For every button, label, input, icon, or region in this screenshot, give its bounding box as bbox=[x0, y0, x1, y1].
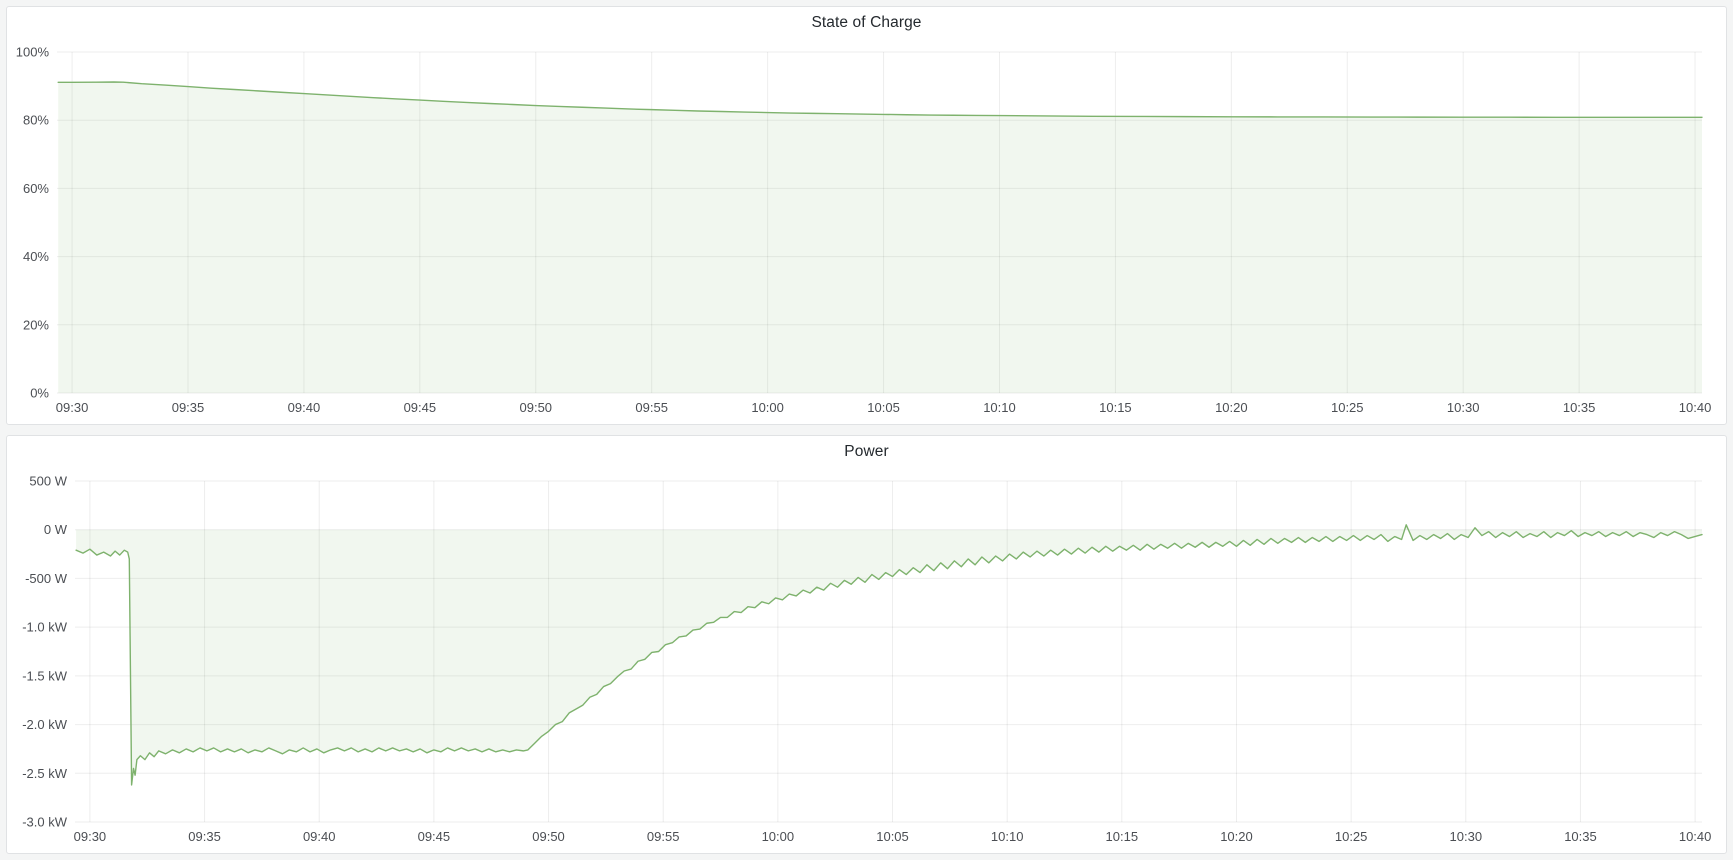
svg-text:09:30: 09:30 bbox=[56, 400, 89, 415]
svg-text:10:30: 10:30 bbox=[1447, 400, 1480, 415]
svg-text:10:20: 10:20 bbox=[1220, 829, 1253, 844]
svg-text:0%: 0% bbox=[30, 386, 49, 401]
svg-text:10:25: 10:25 bbox=[1335, 829, 1368, 844]
svg-text:40%: 40% bbox=[23, 249, 49, 264]
svg-text:09:45: 09:45 bbox=[404, 400, 437, 415]
svg-text:09:45: 09:45 bbox=[418, 829, 451, 844]
svg-text:10:10: 10:10 bbox=[983, 400, 1016, 415]
svg-text:09:55: 09:55 bbox=[647, 829, 680, 844]
svg-text:09:30: 09:30 bbox=[74, 829, 107, 844]
panel-title-state-of-charge[interactable]: State of Charge bbox=[811, 14, 922, 31]
svg-text:20%: 20% bbox=[23, 317, 49, 332]
svg-text:10:00: 10:00 bbox=[751, 400, 784, 415]
panel-power: Power -3.0 kW -2.5 kW -2.0 kW -1.5 kW -1.0 k… bbox=[6, 435, 1727, 854]
panel-title-power[interactable]: Power bbox=[844, 443, 889, 460]
svg-text:09:40: 09:40 bbox=[303, 829, 336, 844]
svg-text:-500 W: -500 W bbox=[25, 571, 68, 586]
panel-state-of-charge: State of Charge 0% 20% 40% 60% 80% 100% 09:30 0… bbox=[6, 6, 1727, 425]
svg-text:09:40: 09:40 bbox=[288, 400, 321, 415]
svg-text:10:35: 10:35 bbox=[1564, 829, 1597, 844]
svg-text:10:10: 10:10 bbox=[991, 829, 1024, 844]
svg-text:10:05: 10:05 bbox=[867, 400, 900, 415]
svg-text:-2.5 kW: -2.5 kW bbox=[22, 766, 68, 781]
svg-text:100%: 100% bbox=[16, 45, 50, 60]
svg-text:09:35: 09:35 bbox=[188, 829, 221, 844]
svg-text:-1.0 kW: -1.0 kW bbox=[22, 620, 68, 635]
svg-text:-2.0 kW: -2.0 kW bbox=[22, 717, 68, 732]
svg-text:10:15: 10:15 bbox=[1106, 829, 1139, 844]
svg-text:10:35: 10:35 bbox=[1563, 400, 1596, 415]
svg-text:500 W: 500 W bbox=[29, 474, 67, 489]
svg-text:10:05: 10:05 bbox=[876, 829, 909, 844]
svg-text:0 W: 0 W bbox=[44, 522, 68, 537]
svg-text:09:35: 09:35 bbox=[172, 400, 205, 415]
svg-text:10:25: 10:25 bbox=[1331, 400, 1364, 415]
svg-text:10:00: 10:00 bbox=[762, 829, 795, 844]
svg-text:-1.5 kW: -1.5 kW bbox=[22, 668, 68, 683]
svg-text:80%: 80% bbox=[23, 113, 49, 128]
svg-text:10:40: 10:40 bbox=[1679, 829, 1712, 844]
svg-text:10:40: 10:40 bbox=[1679, 400, 1712, 415]
svg-text:60%: 60% bbox=[23, 181, 49, 196]
power-chart-canvas[interactable]: -3.0 kW -2.5 kW -2.0 kW -1.5 kW -1.0 kW -500 … bbox=[7, 466, 1724, 851]
svg-text:10:20: 10:20 bbox=[1215, 400, 1248, 415]
svg-text:10:30: 10:30 bbox=[1450, 829, 1483, 844]
svg-text:09:50: 09:50 bbox=[520, 400, 553, 415]
svg-text:09:50: 09:50 bbox=[532, 829, 565, 844]
svg-text:10:15: 10:15 bbox=[1099, 400, 1132, 415]
svg-text:09:55: 09:55 bbox=[635, 400, 668, 415]
svg-text:-3.0 kW: -3.0 kW bbox=[22, 815, 68, 830]
state-of-charge-chart-canvas[interactable]: 0% 20% 40% 60% 80% 100% 09:30 09:35 09:40 09:45 09… bbox=[7, 37, 1724, 422]
